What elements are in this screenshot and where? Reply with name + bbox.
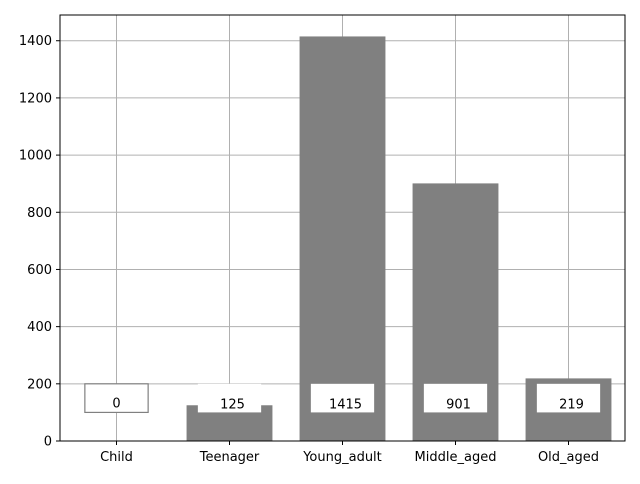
x-tick-label: Teenager xyxy=(199,450,260,465)
bars xyxy=(186,36,612,441)
y-tick-label: 1200 xyxy=(19,91,52,106)
data-label: 1415 xyxy=(329,397,362,412)
data-label-box xyxy=(310,383,375,413)
x-tick-label: Young_adult xyxy=(302,450,382,465)
y-tick-label: 200 xyxy=(27,377,52,392)
data-label: 0 xyxy=(112,396,120,411)
data-label-box xyxy=(84,383,149,414)
axes: 0 200 400 600 800 1000 1200 1400 Child Teenager Yo… xyxy=(19,34,599,465)
y-tick-label: 400 xyxy=(27,320,52,335)
data-labels: 0 125 1415 901 219 xyxy=(84,383,601,414)
x-tick-label: Old_aged xyxy=(538,450,599,465)
data-label-box xyxy=(197,383,262,413)
y-tick-label: 1400 xyxy=(19,34,52,49)
data-label: 125 xyxy=(220,397,245,412)
data-label: 219 xyxy=(559,397,584,412)
data-label-box xyxy=(423,383,488,413)
y-tick-label: 0 xyxy=(44,435,52,450)
bar-young_adult xyxy=(299,36,386,441)
data-label-box xyxy=(536,383,601,413)
y-tick-label: 800 xyxy=(27,206,52,221)
x-tick-label: Middle_aged xyxy=(415,450,497,465)
y-tick-label: 1000 xyxy=(19,149,52,164)
data-label: 901 xyxy=(446,397,471,412)
x-tick-label: Child xyxy=(100,450,133,465)
y-tick-label: 600 xyxy=(27,263,52,278)
